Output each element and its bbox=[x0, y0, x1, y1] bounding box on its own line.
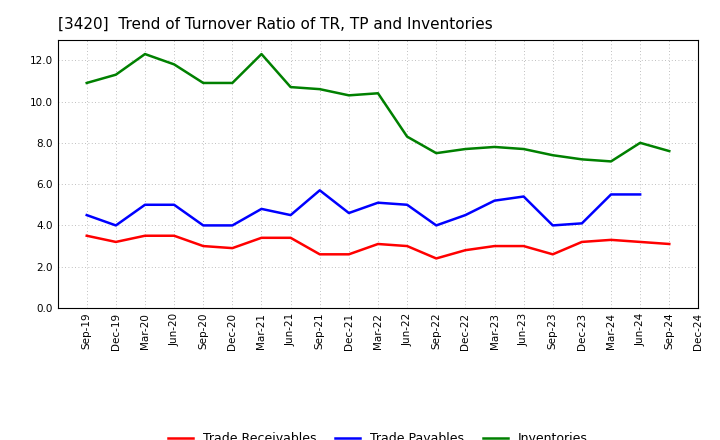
Trade Payables bbox=[82, 213, 91, 218]
Trade Receivables bbox=[228, 246, 237, 251]
Trade Receivables bbox=[315, 252, 324, 257]
Inventories bbox=[402, 134, 411, 139]
Trade Payables bbox=[112, 223, 120, 228]
Trade Receivables bbox=[490, 243, 499, 249]
Trade Receivables bbox=[257, 235, 266, 240]
Trade Payables bbox=[607, 192, 616, 197]
Trade Receivables bbox=[432, 256, 441, 261]
Trade Receivables bbox=[549, 252, 557, 257]
Trade Payables bbox=[636, 192, 644, 197]
Trade Payables bbox=[490, 198, 499, 203]
Line: Trade Receivables: Trade Receivables bbox=[86, 236, 670, 258]
Trade Receivables bbox=[287, 235, 295, 240]
Inventories bbox=[287, 84, 295, 90]
Inventories bbox=[461, 147, 469, 152]
Inventories bbox=[432, 150, 441, 156]
Trade Payables bbox=[315, 188, 324, 193]
Inventories bbox=[228, 81, 237, 86]
Trade Receivables bbox=[374, 242, 382, 247]
Inventories bbox=[170, 62, 179, 67]
Trade Payables bbox=[461, 213, 469, 218]
Trade Receivables bbox=[140, 233, 149, 238]
Inventories bbox=[257, 51, 266, 57]
Trade Payables bbox=[519, 194, 528, 199]
Inventories bbox=[549, 153, 557, 158]
Line: Inventories: Inventories bbox=[86, 54, 670, 161]
Trade Receivables bbox=[665, 242, 674, 247]
Inventories bbox=[490, 144, 499, 150]
Trade Payables bbox=[257, 206, 266, 212]
Inventories bbox=[607, 159, 616, 164]
Inventories bbox=[374, 91, 382, 96]
Trade Receivables bbox=[607, 237, 616, 242]
Inventories bbox=[315, 87, 324, 92]
Trade Receivables bbox=[461, 248, 469, 253]
Trade Receivables bbox=[112, 239, 120, 245]
Trade Payables bbox=[432, 223, 441, 228]
Trade Payables bbox=[577, 221, 586, 226]
Inventories bbox=[665, 148, 674, 154]
Trade Receivables bbox=[170, 233, 179, 238]
Inventories bbox=[112, 72, 120, 77]
Inventories bbox=[82, 81, 91, 86]
Inventories bbox=[199, 81, 207, 86]
Legend: Trade Receivables, Trade Payables, Inventories: Trade Receivables, Trade Payables, Inven… bbox=[163, 427, 593, 440]
Trade Receivables bbox=[82, 233, 91, 238]
Trade Payables bbox=[287, 213, 295, 218]
Trade Payables bbox=[228, 223, 237, 228]
Line: Trade Payables: Trade Payables bbox=[86, 191, 640, 225]
Inventories bbox=[140, 51, 149, 57]
Trade Payables bbox=[374, 200, 382, 205]
Trade Payables bbox=[170, 202, 179, 207]
Trade Receivables bbox=[577, 239, 586, 245]
Inventories bbox=[636, 140, 644, 146]
Inventories bbox=[345, 93, 354, 98]
Inventories bbox=[577, 157, 586, 162]
Trade Payables bbox=[199, 223, 207, 228]
Text: [3420]  Trend of Turnover Ratio of TR, TP and Inventories: [3420] Trend of Turnover Ratio of TR, TP… bbox=[58, 16, 492, 32]
Trade Payables bbox=[549, 223, 557, 228]
Trade Receivables bbox=[345, 252, 354, 257]
Trade Receivables bbox=[402, 243, 411, 249]
Trade Payables bbox=[345, 210, 354, 216]
Trade Receivables bbox=[636, 239, 644, 245]
Trade Receivables bbox=[199, 243, 207, 249]
Trade Payables bbox=[140, 202, 149, 207]
Trade Receivables bbox=[519, 243, 528, 249]
Inventories bbox=[519, 147, 528, 152]
Trade Payables bbox=[402, 202, 411, 207]
